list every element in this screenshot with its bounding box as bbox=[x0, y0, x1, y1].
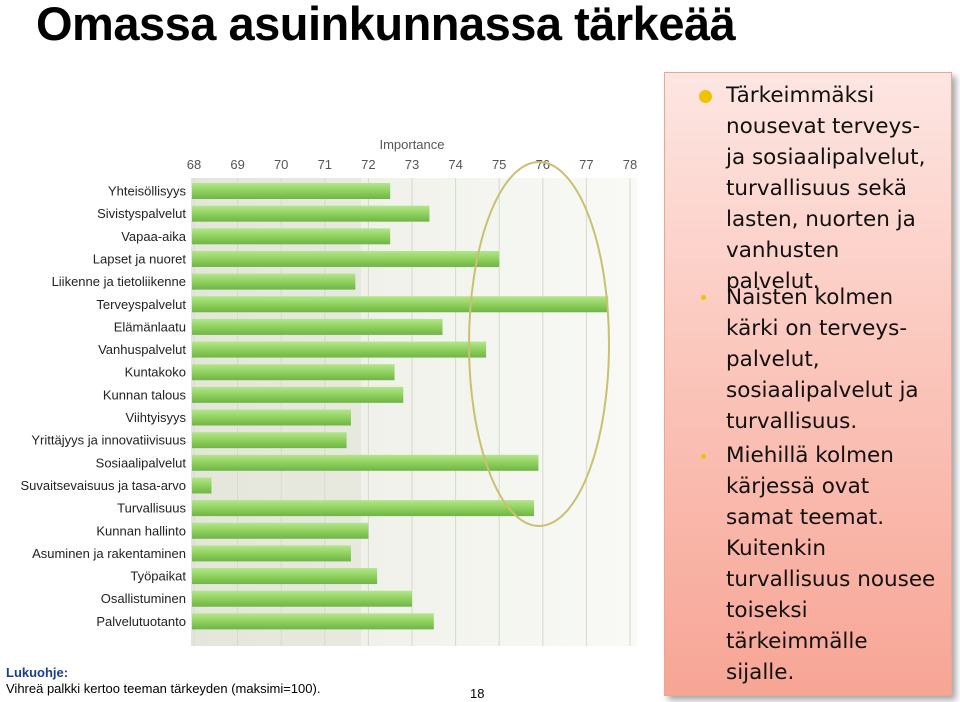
bullet-line: tärkeimmälle bbox=[726, 629, 868, 654]
slide-title: Omassa asuinkunnassa tärkeää bbox=[36, 0, 736, 50]
category-label: Liikenne ja tietoliikenne bbox=[52, 274, 186, 289]
bullet-line: kärjessä ovat bbox=[726, 474, 870, 499]
bullet-2: Naisten kolmen kärki on terveys- palvelu… bbox=[726, 282, 919, 437]
x-tick-label: 74 bbox=[448, 157, 462, 172]
bullet-line: palvelut. bbox=[726, 269, 820, 294]
bullet-3: Miehillä kolmen kärjessä ovat samat teem… bbox=[726, 440, 935, 688]
sub-bullet-dot-icon bbox=[701, 454, 706, 459]
bullet-line: Miehillä kolmen bbox=[726, 443, 894, 468]
category-label: Elämänlaatu bbox=[114, 319, 186, 334]
category-label: Sivistyspalvelut bbox=[97, 206, 186, 221]
bar bbox=[192, 477, 212, 494]
bullet-line: Kuitenkin bbox=[726, 536, 826, 561]
bar bbox=[192, 273, 356, 290]
category-label: Työpaikat bbox=[130, 569, 186, 584]
bar bbox=[192, 318, 443, 335]
x-tick-label: 75 bbox=[492, 157, 506, 172]
category-label: Vanhuspalvelut bbox=[98, 342, 186, 357]
bullet-line: ja sosiaalipalvelut, bbox=[726, 145, 926, 170]
x-tick-label: 77 bbox=[579, 157, 593, 172]
bullet-line: turvallisuus. bbox=[726, 409, 858, 434]
x-tick-label: 78 bbox=[623, 157, 637, 172]
bullet-line: kärki on terveys- bbox=[726, 316, 908, 341]
category-label: Asuminen ja rakentaminen bbox=[32, 546, 186, 561]
bar bbox=[192, 183, 391, 199]
bullet-line: turvallisuus sekä bbox=[726, 176, 907, 201]
bullet-line: palvelut, bbox=[726, 347, 820, 372]
bullet-line: Tärkeimmäksi bbox=[726, 83, 875, 108]
bullet-line: samat teemat. bbox=[726, 505, 885, 530]
x-tick-label: 70 bbox=[274, 157, 288, 172]
x-tick-label: 68 bbox=[187, 157, 201, 172]
bar bbox=[192, 296, 609, 313]
bar bbox=[192, 364, 395, 381]
bullet-1: Tärkeimmäksi nousevat terveys- ja sosiaa… bbox=[726, 80, 925, 297]
bullet-line: Naisten kolmen bbox=[726, 285, 894, 310]
reading-guide: Lukuohje: Vihreä palkki kertoo teeman tä… bbox=[6, 665, 320, 697]
highlight-ellipse bbox=[468, 161, 610, 527]
bar bbox=[192, 568, 378, 585]
reading-guide-heading: Lukuohje: bbox=[6, 665, 69, 680]
summary-textbox: Tärkeimmäksi nousevat terveys- ja sosiaa… bbox=[664, 72, 952, 696]
sub-bullet-dot-icon bbox=[701, 295, 706, 300]
category-label: Yrittäjyys ja innovatiivisuus bbox=[31, 433, 186, 448]
bullet-line: sijalle. bbox=[726, 660, 795, 685]
bullet-line: lasten, nuorten ja bbox=[726, 207, 916, 232]
category-label: Suvaitsevaisuus ja tasa-arvo bbox=[21, 478, 186, 493]
bullet-line: turvallisuus nousee bbox=[726, 567, 936, 592]
bullet-line: toiseksi bbox=[726, 598, 808, 623]
category-label: Viihtyisyys bbox=[126, 410, 187, 425]
importance-chart: Yhteisöllisyys Sivistyspalvelut Vapaa-aika… bbox=[21, 137, 637, 646]
category-label: Sosiaalipalvelut bbox=[96, 455, 187, 470]
x-tick-label: 73 bbox=[405, 157, 419, 172]
x-tick-label: 71 bbox=[318, 157, 332, 172]
x-tick-label: 69 bbox=[230, 157, 244, 172]
bar bbox=[192, 228, 391, 245]
bullet-dot-icon bbox=[699, 90, 712, 103]
category-label: Osallistuminen bbox=[101, 591, 186, 606]
category-label: Turvallisuus bbox=[117, 501, 186, 516]
reading-guide-text: Vihreä palkki kertoo teeman tärkeyden (m… bbox=[6, 681, 321, 696]
bar bbox=[192, 545, 351, 562]
bullet-line: sosiaalipalvelut ja bbox=[726, 378, 919, 403]
x-tick-label: 76 bbox=[536, 157, 550, 172]
category-label: Kunnan talous bbox=[103, 387, 187, 402]
category-label: Vapaa-aika bbox=[121, 229, 187, 244]
category-label: Lapset ja nuoret bbox=[93, 251, 187, 266]
category-label: Kuntakoko bbox=[125, 365, 186, 380]
category-label: Yhteisöllisyys bbox=[108, 184, 187, 199]
bar bbox=[192, 432, 347, 449]
bar bbox=[192, 613, 434, 630]
bar bbox=[192, 341, 487, 358]
slide-number: 18 bbox=[470, 686, 485, 701]
bullet-line: vanhusten bbox=[726, 238, 840, 263]
bar bbox=[192, 205, 430, 222]
bar bbox=[192, 522, 369, 539]
x-tick-label: 72 bbox=[361, 157, 375, 172]
bar bbox=[192, 454, 539, 471]
bar bbox=[192, 409, 351, 426]
category-label: Palvelutuotanto bbox=[96, 614, 186, 629]
bar bbox=[192, 500, 535, 517]
bar bbox=[192, 386, 404, 403]
bar bbox=[192, 590, 412, 607]
category-label: Terveyspalvelut bbox=[96, 297, 186, 312]
bullet-line: nousevat terveys- bbox=[726, 114, 921, 139]
bar bbox=[192, 250, 500, 267]
category-label: Kunnan hallinto bbox=[96, 523, 186, 538]
chart-title: Importance bbox=[379, 137, 444, 152]
